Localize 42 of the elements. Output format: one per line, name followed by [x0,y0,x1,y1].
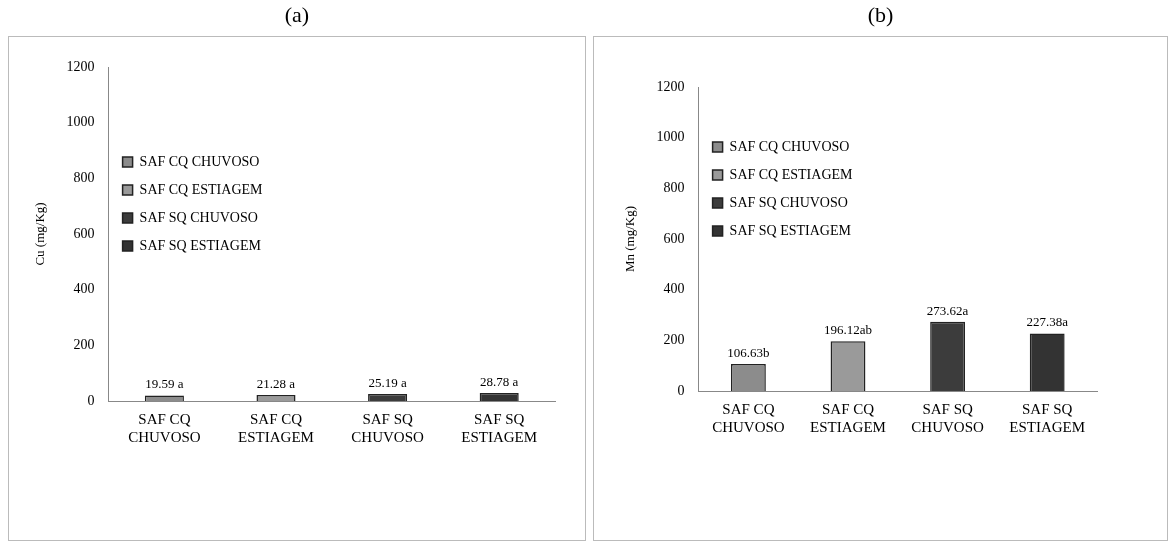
y-tick-label: 1200 [66,58,95,74]
x-tick-label: SAF SQ ESTIAGEM [461,410,538,445]
legend-label: SAF CQ CHUVOSO [729,138,850,154]
y-tick-label: 1000 [66,114,95,130]
y-tick-label: 200 [663,332,685,348]
data-label: 106.63b [727,344,770,360]
y-axis-title: Mn (mg/Kg) [622,205,638,273]
data-label: 21.28 a [256,376,296,391]
y-tick-label: 400 [663,281,685,297]
x-tick-label: SAF CQ ESTIAGEM [810,400,886,435]
y-tick-label: 200 [73,337,95,353]
legend-label: SAF SQ CHUVOSO [139,209,258,225]
data-label: 273.62a [926,302,969,318]
x-tick-label: SAF CQ ESTIAGEM [238,410,314,445]
y-tick-label: 800 [663,180,685,196]
y-tick-label: 1200 [656,78,685,94]
y-tick-label: 600 [663,230,685,246]
legend-label: SAF CQ CHUVOSO [139,153,260,169]
y-tick-label: 400 [73,281,95,297]
legend-label: SAF SQ CHUVOSO [729,194,848,210]
y-axis-title: Cu (mg/Kg) [32,202,48,266]
legend-label: SAF CQ ESTIAGEM [729,166,854,182]
y-tick-label: 600 [73,225,95,241]
legend-label: SAF SQ ESTIAGEM [729,222,852,238]
data-label: 28.78 a [480,373,519,389]
y-tick-label: 800 [73,170,95,186]
legend-label: SAF SQ ESTIAGEM [139,237,262,253]
y-tick-label: 1000 [656,129,685,145]
data-label: 196.12ab [823,322,873,338]
x-tick-label: SAF SQ CHUVOSO [911,400,985,435]
data-label: 227.38a [1026,314,1069,330]
chart-title: (b) [866,2,895,28]
y-tick-label: 0 [87,392,95,408]
data-label: 19.59 a [145,376,184,392]
x-tick-label: SAF CQ CHUVOSO [128,410,201,445]
chart-title: (a) [283,2,311,28]
x-tick-label: SAF SQ CHUVOSO [351,410,425,445]
x-tick-label: SAF SQ ESTIAGEM [1009,400,1086,435]
y-tick-label: 0 [677,382,685,398]
legend-label: SAF CQ ESTIAGEM [139,181,264,197]
data-label: 25.19 a [368,374,407,390]
x-tick-label: SAF CQ CHUVOSO [712,400,785,435]
